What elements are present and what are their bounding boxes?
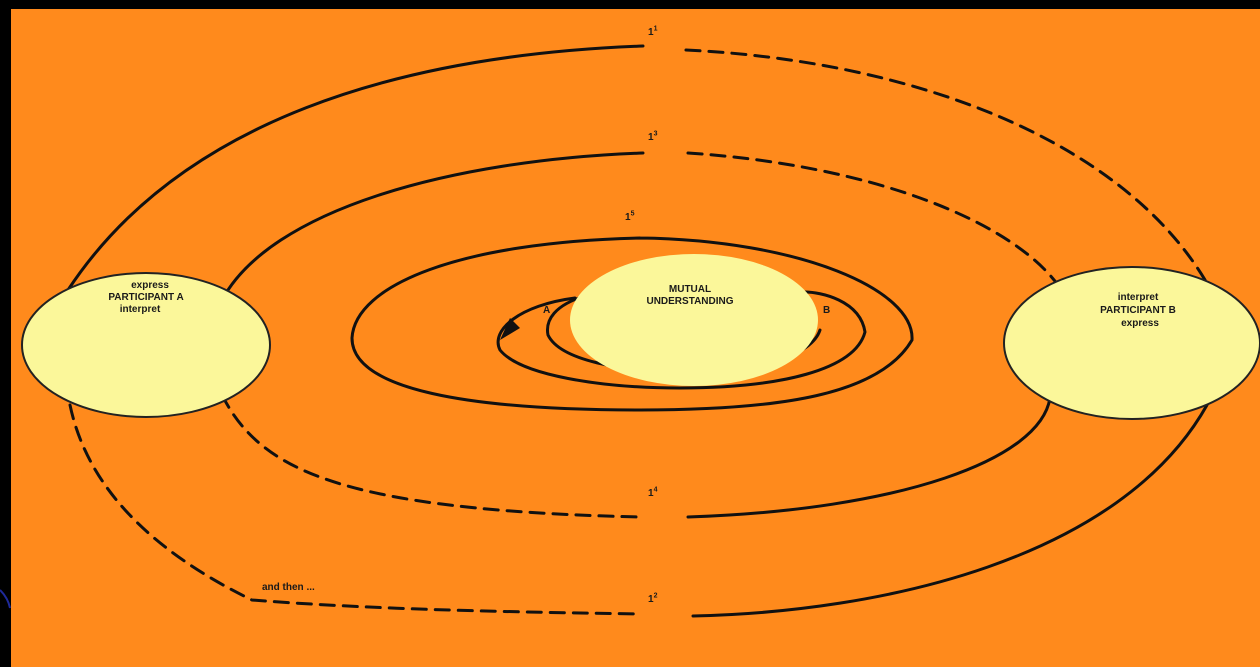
spiral-label-1-5: 15 [625, 210, 635, 223]
participant-b-interpret-label: interpret [1117, 292, 1159, 303]
corner-accent [0, 589, 11, 609]
marker-a: A [543, 305, 551, 316]
loop-1-top-left [66, 44, 645, 292]
understanding-label: UNDERSTANDING [646, 296, 734, 307]
loop-2-bottom-right [686, 396, 1052, 519]
loop-4-ellipse [496, 290, 867, 390]
participant-a-interpret-label: interpret [119, 304, 161, 315]
participant-b-name-label: PARTICIPANT B [1100, 305, 1176, 316]
spiral-label-1-2: 12 [648, 592, 658, 605]
loop-2-top-left [220, 151, 645, 302]
loop-1-bottom-left [68, 403, 642, 616]
loop-1-top-right [684, 48, 1217, 300]
and-then-note: and then ... [262, 582, 315, 593]
participant-a-name-label: PARTICIPANT A [108, 292, 184, 303]
spiral-arrowhead-icon [500, 318, 520, 340]
mutual-label: MUTUAL [668, 284, 712, 295]
loop-2-top-right [686, 151, 1060, 287]
participant-a-ellipse [21, 272, 271, 418]
spiral-label-1-1: 11 [648, 25, 658, 38]
loop-1-bottom-right [691, 403, 1209, 618]
mutual-understanding-ellipse [570, 254, 818, 386]
spiral-label-1-4: 14 [648, 486, 658, 499]
loop-2-bottom-left [220, 393, 642, 519]
spiral-label-1-3: 13 [648, 130, 658, 143]
participant-b-ellipse [1003, 266, 1260, 420]
loop-3-ellipse [350, 236, 914, 412]
participant-a-express-label: express [131, 280, 169, 291]
participant-b-express-label: express [1121, 318, 1159, 329]
marker-b: B [823, 305, 831, 316]
